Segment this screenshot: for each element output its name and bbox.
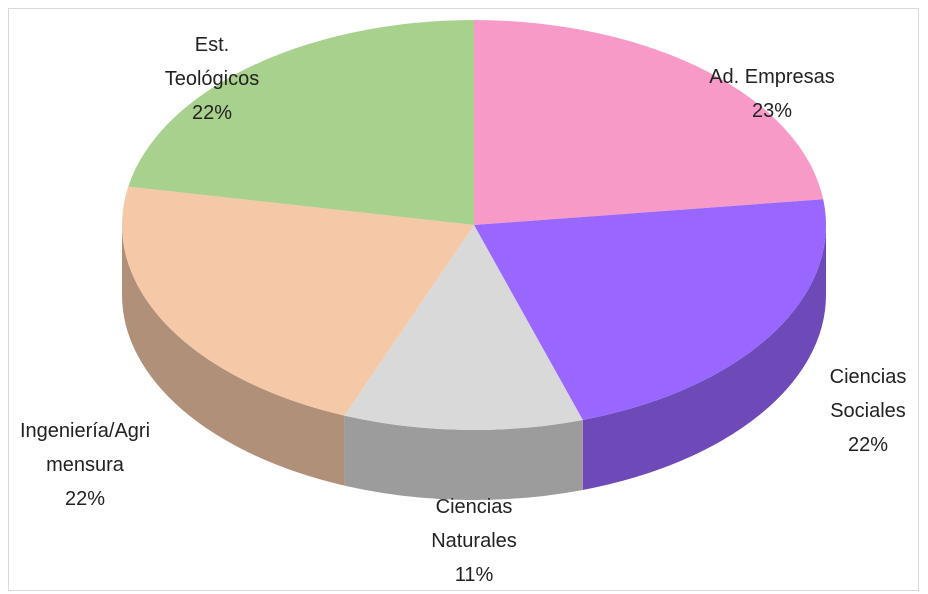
label-name: Ciencias Sociales [829, 366, 907, 422]
data-label: Est. Teológicos 22% [157, 28, 267, 130]
label-name: Ciencias Naturales [431, 496, 517, 552]
label-name: Ad. Empresas [709, 66, 835, 88]
slice [121, 186, 474, 416]
label-value: 22% [847, 434, 889, 456]
data-label: Ciencias Sociales 22% [813, 360, 923, 462]
slice [344, 225, 583, 430]
data-label: Ciencias Naturales 11% [419, 490, 529, 592]
slice-side [344, 415, 583, 500]
data-label: Ad. Empresas 23% [662, 60, 882, 128]
label-value: 11% [454, 564, 494, 586]
label-name: Est. Teológicos [164, 34, 260, 90]
label-value: 22% [64, 488, 106, 510]
label-value: 23% [751, 100, 793, 122]
slice [128, 20, 474, 225]
label-value: 22% [191, 102, 233, 124]
slice [474, 199, 826, 420]
slice-side [122, 225, 345, 486]
slice [474, 20, 824, 225]
slice-side [582, 225, 826, 490]
data-label: Ingeniería/Agrimensura 22% [14, 414, 156, 516]
label-name: Ingeniería/Agrimensura [19, 420, 151, 476]
